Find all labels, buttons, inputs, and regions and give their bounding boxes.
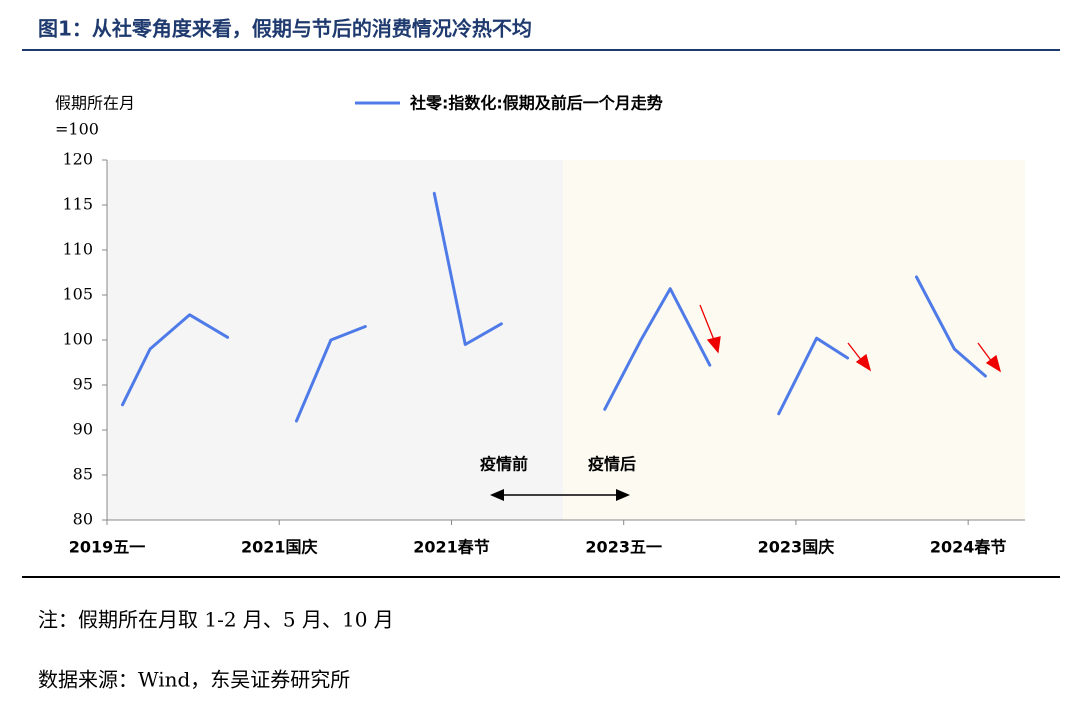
annotation: 疫情前 [480,455,528,474]
x-tick-label: 2021国庆 [241,538,318,557]
y-tick-label: 80 [73,510,93,529]
x-tick-label: 2021春节 [413,538,490,557]
period-arrow [490,489,630,501]
x-tick-label: 2024春节 [930,538,1007,557]
x-tick-label: 2023五一 [585,538,662,557]
legend-label: 社零:指数化:假期及前后一个月走势 [409,94,663,113]
y-tick-label: 90 [73,420,93,439]
series-line [121,191,987,423]
y-tick-label: 100 [62,330,93,349]
y-axis-label: 假期所在月 [55,94,135,113]
y-tick-label: 105 [62,285,93,304]
y-tick-label: 95 [73,375,93,394]
y-tick-label: 110 [62,240,93,259]
x-tick-label: 2023国庆 [758,538,835,557]
annotation: 疫情后 [588,455,636,474]
y-tick-label: 85 [73,465,93,484]
y-tick-label: 115 [62,195,93,214]
y-tick-label: 120 [62,150,93,169]
trend-arrows [699,304,1002,373]
note: 注：假期所在月取 1-2 月、5 月、10 月 [38,608,394,632]
source: 数据来源：Wind，东吴证券研究所 [38,668,350,692]
y-axis-label: =100 [55,120,99,139]
chart-title: 图1：从社零角度来看，假期与节后的消费情况冷热不均 [38,17,532,41]
x-tick-label: 2019五一 [69,538,146,557]
